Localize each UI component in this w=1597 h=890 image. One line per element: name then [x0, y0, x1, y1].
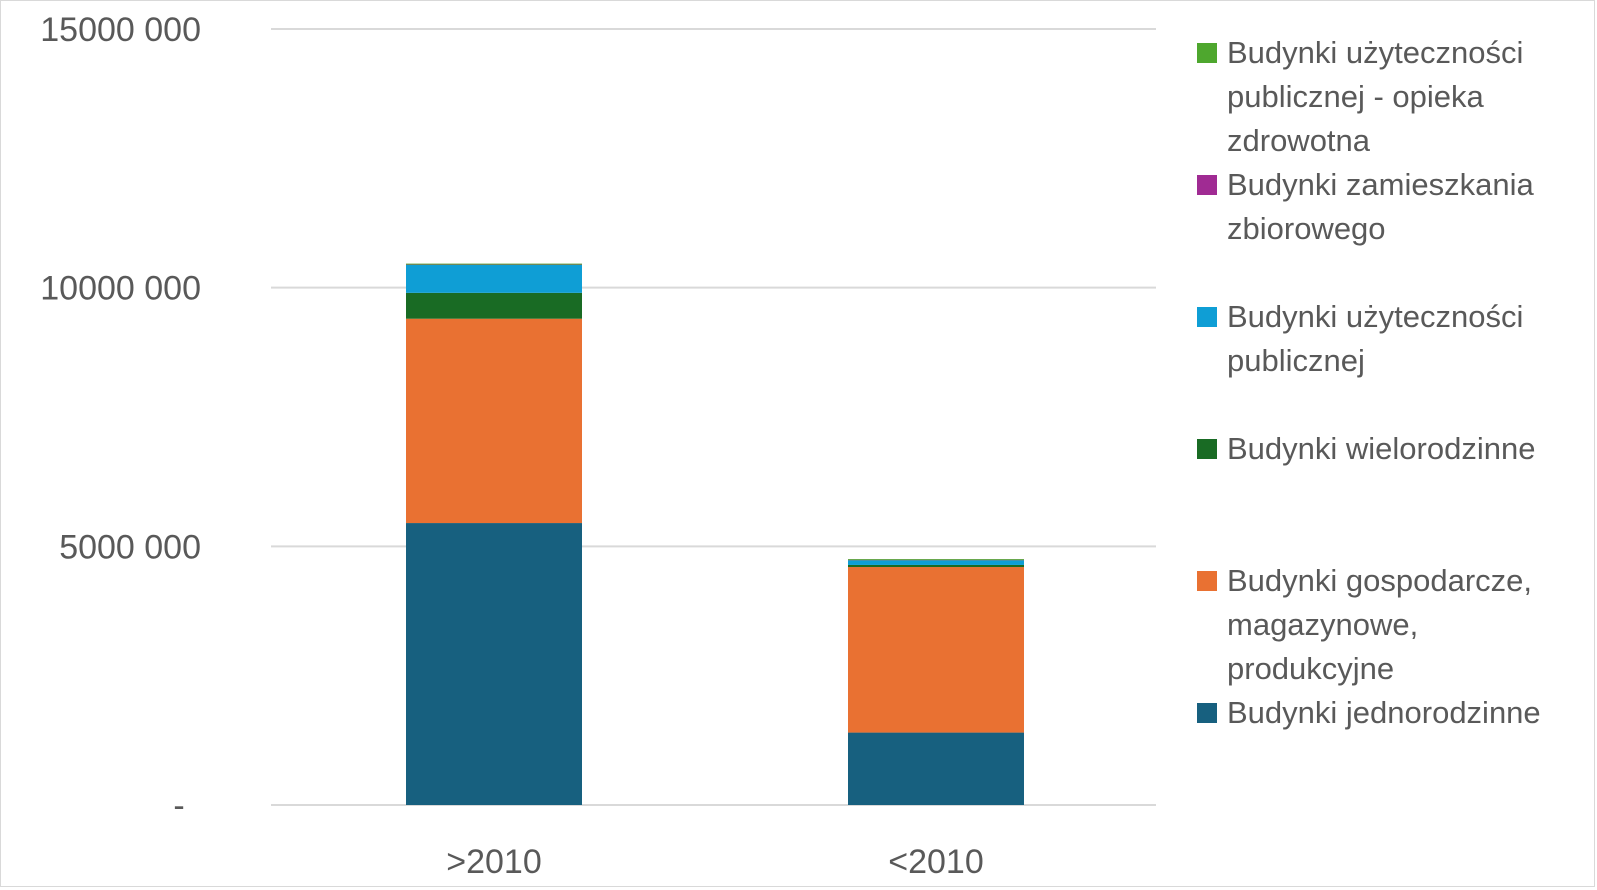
- bar-segment: [406, 263, 582, 265]
- legend-label: publicznej - opieka: [1227, 79, 1485, 114]
- orange-square-icon: [1197, 571, 1217, 591]
- bar-segment: [848, 559, 1024, 561]
- axis-labels: - 5000 000 10000 000 15000 000 >2010 <2010: [40, 11, 983, 881]
- blue-square-icon: [1197, 307, 1217, 327]
- y-tick-label: 10000 000: [40, 270, 201, 308]
- bars: [406, 263, 1024, 805]
- bar-segment: [406, 318, 582, 524]
- bar-segment: [848, 560, 1024, 565]
- y-tick-label: 5000 000: [59, 528, 201, 566]
- bar-segment: [406, 292, 582, 319]
- x-tick-label: <2010: [888, 843, 984, 881]
- y-tick-label: 15000 000: [40, 11, 201, 49]
- legend-label: magazynowe,: [1227, 607, 1418, 642]
- bar-segment: [848, 564, 1024, 568]
- x-tick-label: >2010: [446, 843, 542, 881]
- legend-label: publicznej: [1227, 343, 1365, 378]
- bar-segment: [848, 732, 1024, 805]
- legend-label: Budynki zamieszkania: [1227, 167, 1534, 202]
- y-tick-label: -: [173, 787, 184, 825]
- legend-label: zdrowotna: [1227, 123, 1371, 158]
- legend-label: zbiorowego: [1227, 211, 1386, 246]
- purple-square-icon: [1197, 175, 1217, 195]
- bar-segment: [848, 567, 1024, 733]
- green-square-icon: [1197, 43, 1217, 63]
- bar-segment: [406, 523, 582, 805]
- legend-label: Budynki gospodarcze,: [1227, 563, 1532, 598]
- bar-segment: [406, 264, 582, 293]
- dark-green-square-icon: [1197, 439, 1217, 459]
- legend-label: Budynki jednorodzinne: [1227, 695, 1541, 730]
- legend-label: Budynki użyteczności: [1227, 299, 1523, 334]
- legend-label: Budynki użyteczności: [1227, 35, 1523, 70]
- legend-label: produkcyjne: [1227, 651, 1394, 686]
- teal-square-icon: [1197, 703, 1217, 723]
- legend-label: Budynki wielorodzinne: [1227, 431, 1535, 466]
- legend: Budynki użyteczności publicznej - opieka z…: [1197, 35, 1541, 730]
